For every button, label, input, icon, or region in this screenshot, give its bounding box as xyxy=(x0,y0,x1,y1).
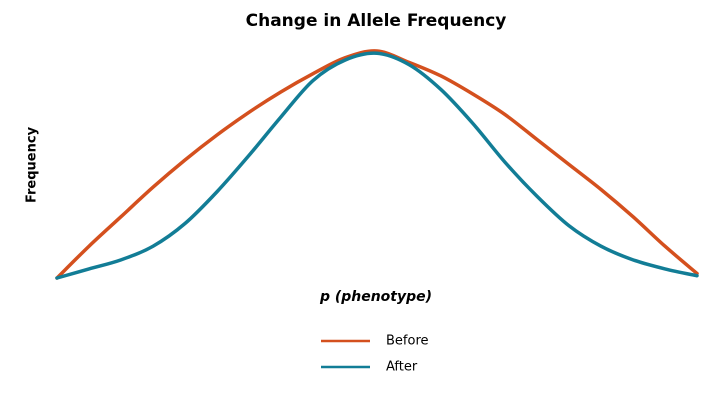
line-series xyxy=(55,51,699,280)
legend-label: After xyxy=(386,360,418,375)
x-axis-label: p (phenotype) xyxy=(319,289,432,305)
line-series xyxy=(55,49,699,280)
y-axis-label: Frequency xyxy=(25,126,40,203)
legend-label: Before xyxy=(386,334,429,349)
chart-title: Change in Allele Frequency xyxy=(246,11,507,31)
